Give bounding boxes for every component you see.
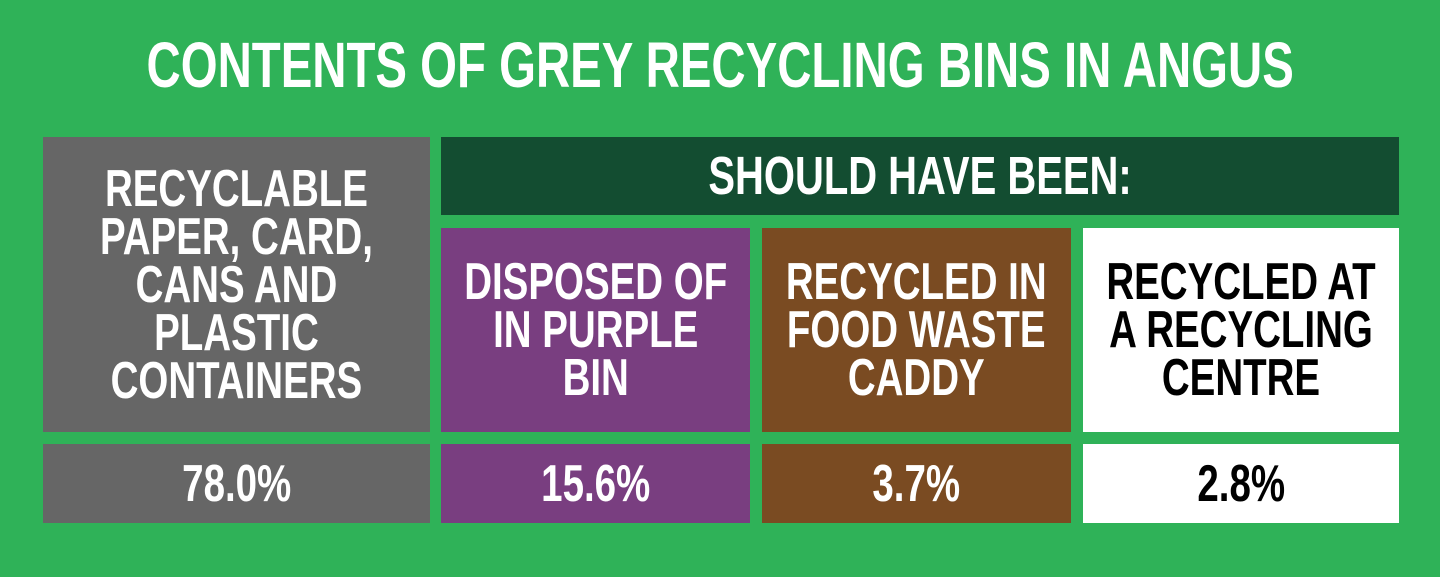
label-line: PAPER, CARD, bbox=[100, 207, 373, 266]
label-cell: DISPOSED OF IN PURPLE BIN bbox=[441, 228, 750, 432]
label-line: A RECYCLING bbox=[1109, 301, 1373, 359]
label-cell: RECYCLED AT A RECYCLING CENTRE bbox=[1083, 228, 1399, 432]
label-line: IN PURPLE bbox=[492, 301, 699, 359]
label: RECYCLABLE PAPER, CARD, CANS AND PLASTIC CON… bbox=[100, 159, 373, 410]
title-box: CONTENTS OF GREY RECYCLING BINS IN ANGUS bbox=[0, 22, 1440, 108]
label: RECYCLED IN FOOD WASTE CADDY bbox=[786, 253, 1047, 407]
value-cell: 2.8% bbox=[1083, 444, 1399, 523]
label-line: RECYCLABLE bbox=[105, 159, 368, 218]
label-line: CENTRE bbox=[1161, 349, 1321, 407]
header: SHOULD HAVE BEEN: bbox=[708, 146, 1132, 206]
label-line: DISPOSED OF bbox=[463, 253, 728, 311]
value-cell: 15.6% bbox=[441, 444, 750, 523]
value-cell: 3.7% bbox=[762, 444, 1071, 523]
label-line: CONTAINERS bbox=[110, 351, 363, 410]
value-cell: 78.0% bbox=[43, 444, 430, 523]
label-line: CANS AND bbox=[135, 255, 338, 314]
header-box: SHOULD HAVE BEEN: bbox=[441, 137, 1399, 215]
title: CONTENTS OF GREY RECYCLING BINS IN ANGUS bbox=[146, 29, 1294, 101]
label: RECYCLED AT A RECYCLING CENTRE bbox=[1106, 253, 1376, 407]
label: DISPOSED OF IN PURPLE BIN bbox=[463, 253, 728, 407]
label-line: CADDY bbox=[848, 349, 985, 407]
label-line: PLASTIC bbox=[154, 303, 319, 362]
label-line: BIN bbox=[562, 349, 629, 407]
value: 2.8% bbox=[1197, 454, 1285, 513]
label-cell: RECYCLABLE PAPER, CARD, CANS AND PLASTIC CON… bbox=[43, 137, 430, 432]
value: 78.0% bbox=[181, 454, 292, 513]
label-line: RECYCLED AT bbox=[1106, 253, 1376, 311]
label-cell: RECYCLED IN FOOD WASTE CADDY bbox=[762, 228, 1071, 432]
value: 3.7% bbox=[872, 454, 961, 513]
label-line: FOOD WASTE bbox=[787, 301, 1046, 359]
value: 15.6% bbox=[540, 454, 651, 513]
label-line: RECYCLED IN bbox=[786, 253, 1047, 311]
